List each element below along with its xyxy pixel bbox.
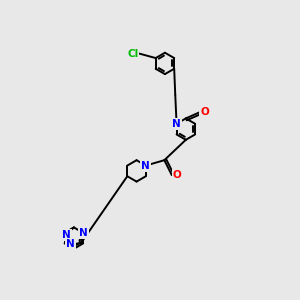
- Text: O: O: [173, 170, 182, 180]
- Text: N: N: [141, 160, 150, 171]
- Text: N: N: [79, 228, 88, 238]
- Text: N: N: [62, 230, 71, 240]
- Text: N: N: [172, 119, 181, 129]
- Text: N: N: [67, 239, 75, 249]
- Text: Cl: Cl: [127, 49, 138, 58]
- Text: O: O: [200, 107, 209, 117]
